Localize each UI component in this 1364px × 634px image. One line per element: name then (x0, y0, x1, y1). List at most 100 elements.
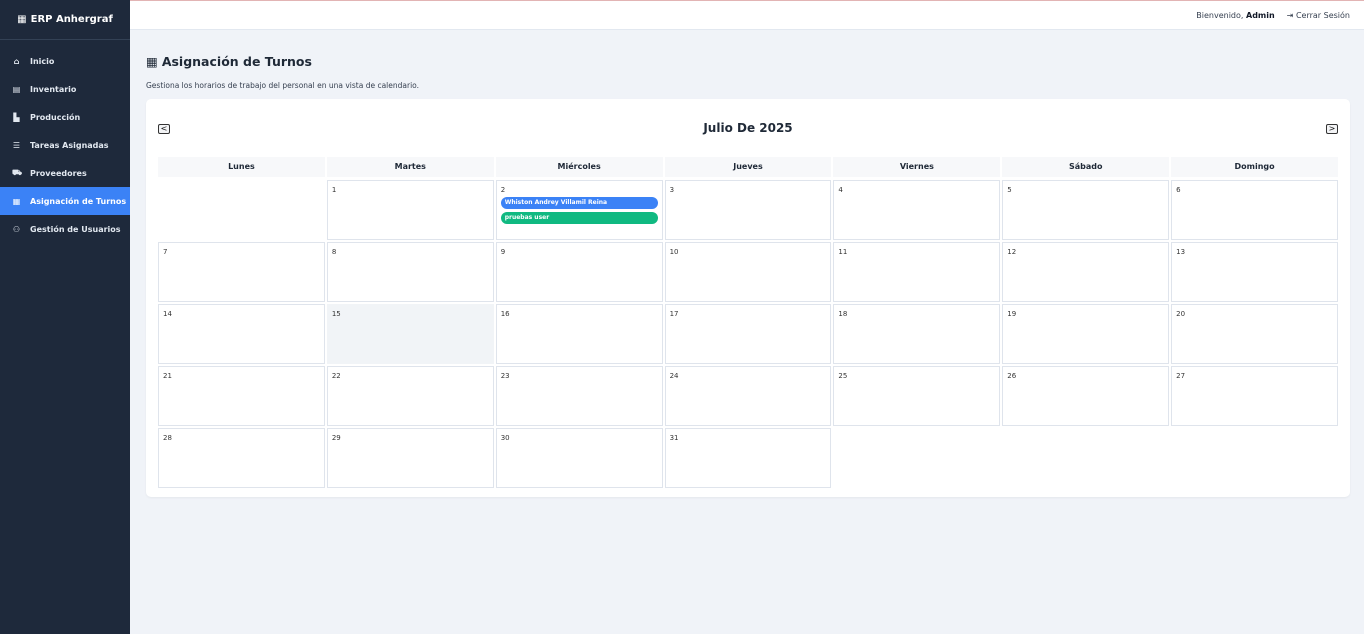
brand-name: ERP Anhergraf (30, 14, 113, 25)
day-cell[interactable]: 24 (664, 366, 832, 426)
day-cell[interactable]: 25 (833, 366, 1001, 426)
day-cell[interactable]: 10 (664, 242, 832, 302)
sidebar-item-gesti-n-de-usuarios[interactable]: ⚇ Gestión de Usuarios (0, 215, 130, 243)
box-icon: ▤ (12, 84, 21, 94)
sidebar-item-label: Inventario (30, 84, 77, 94)
day-number: 25 (838, 372, 848, 380)
sidebar-item-producci-n[interactable]: ▙ Producción (0, 103, 130, 131)
day-cell[interactable]: 13 (1171, 242, 1338, 302)
day-number: 28 (163, 434, 172, 442)
day-number: 14 (163, 310, 172, 318)
weekday-header: Jueves (664, 157, 832, 177)
sidebar-item-inventario[interactable]: ▤ Inventario (0, 75, 130, 103)
weekday-header: Sábado (1002, 157, 1170, 177)
sitemap-icon: ▦ (17, 14, 27, 25)
calendar-icon: ▦ (12, 196, 21, 206)
day-cell[interactable]: 9 (495, 242, 663, 302)
tasks-icon: ☰ (12, 140, 21, 150)
truck-icon: ⛟ (12, 168, 23, 177)
day-number: 5 (1007, 186, 1012, 194)
main-content: ▦ Asignación de Turnos Gestiona los horar… (146, 50, 1350, 497)
weekday-header: Viernes (833, 157, 1001, 177)
calendar-grid: Lunes Martes Miércoles Jueves Viernes Sábado D… (158, 157, 1338, 488)
day-number: 9 (500, 248, 506, 256)
industry-icon: ▙ (13, 112, 20, 122)
top-bar: Bienvenido, Admin ⇥ Cerrar Sesión (130, 0, 1364, 30)
calendar-icon: ▦ (146, 53, 158, 69)
empty-cell (1171, 428, 1338, 488)
day-number: 17 (669, 310, 679, 318)
page-subtitle: Gestiona los horarios de trabajo del per… (146, 81, 420, 90)
day-cell[interactable]: 28 (158, 428, 325, 488)
day-number: 4 (838, 186, 843, 194)
day-cell[interactable]: 20 (1171, 304, 1338, 364)
day-cell[interactable]: 23 (495, 366, 663, 426)
user-name: Admin (1246, 10, 1275, 20)
page-title: ▦ Asignación de Turnos (146, 53, 312, 69)
brand[interactable]: ▦ ERP Anhergraf (0, 0, 130, 40)
weekday-header: Domingo (1171, 157, 1338, 177)
sidebar-item-label: Producción (30, 112, 81, 122)
day-cell[interactable]: 21 (158, 366, 325, 426)
day-number: 26 (1007, 372, 1017, 380)
weekday-header: Lunes (158, 157, 325, 177)
day-cell[interactable]: 2 Whiston Andrey Villamil Reina pruebas us… (495, 180, 663, 240)
day-cell[interactable]: 14 (158, 304, 325, 364)
day-number: 2 (500, 186, 506, 194)
next-month-button[interactable]: > (1326, 124, 1338, 134)
day-number: 29 (331, 434, 341, 442)
day-cell[interactable]: 31 (664, 428, 832, 488)
day-cell[interactable]: 11 (833, 242, 1001, 302)
logout-icon: ⇥ (1286, 10, 1294, 20)
day-cell[interactable]: 16 (495, 304, 663, 364)
day-cell[interactable]: 12 (1002, 242, 1170, 302)
sidebar-item-proveedores[interactable]: ⛟ Proveedores (0, 159, 130, 187)
weekday-header: Miércoles (495, 157, 663, 177)
prev-month-button[interactable]: < (158, 124, 170, 134)
empty-cell (158, 180, 325, 240)
sidebar-item-inicio[interactable]: ⌂ Inicio (0, 47, 130, 75)
sidebar-item-label: Asignación de Turnos (30, 196, 127, 206)
day-number: 7 (163, 248, 168, 256)
shift-event[interactable]: Whiston Andrey Villamil Reina (500, 197, 658, 209)
sidebar-item-tareas-asignadas[interactable]: ☰ Tareas Asignadas (0, 131, 130, 159)
calendar-card: Julio De 2025 < > Lunes Martes Miércoles Ju… (146, 99, 1350, 497)
month-title: Julio De 2025 (703, 121, 793, 135)
shift-event[interactable]: pruebas user (500, 212, 658, 224)
day-cell[interactable]: 5 (1002, 180, 1170, 240)
day-number: 23 (500, 372, 510, 380)
day-cell[interactable]: 15 (326, 304, 494, 364)
day-cell[interactable]: 7 (158, 242, 325, 302)
day-number: 6 (1176, 186, 1181, 194)
day-cell[interactable]: 8 (326, 242, 494, 302)
day-cell[interactable]: 26 (1002, 366, 1170, 426)
day-cell[interactable]: 30 (495, 428, 663, 488)
day-cell[interactable]: 3 (664, 180, 832, 240)
day-cell[interactable]: 18 (833, 304, 1001, 364)
day-cell[interactable]: 1 (326, 180, 494, 240)
day-number: 13 (1176, 248, 1186, 256)
sidebar-item-asignaci-n-de-turnos[interactable]: ▦ Asignación de Turnos (0, 187, 130, 215)
day-number: 11 (838, 248, 848, 256)
weekday-header: Martes (326, 157, 494, 177)
day-number: 27 (1176, 372, 1186, 380)
day-number: 21 (163, 372, 172, 380)
day-cell[interactable]: 17 (664, 304, 832, 364)
sidebar-item-label: Gestión de Usuarios (30, 224, 121, 234)
day-number: 12 (1007, 248, 1017, 256)
sidebar-item-label: Tareas Asignadas (30, 140, 109, 150)
users-icon: ⚇ (12, 224, 21, 234)
day-number: 18 (838, 310, 848, 318)
sidebar: ▦ ERP Anhergraf ⌂ Inicio ▤ Inventario ▙ Produc… (0, 0, 130, 634)
day-cell[interactable]: 6 (1171, 180, 1338, 240)
day-number: 10 (669, 248, 679, 256)
day-cell[interactable]: 27 (1171, 366, 1338, 426)
day-number: 31 (669, 434, 679, 442)
logout-button[interactable]: ⇥ Cerrar Sesión (1286, 10, 1350, 20)
day-number: 15 (331, 310, 341, 318)
day-cell[interactable]: 19 (1002, 304, 1170, 364)
day-cell[interactable]: 22 (326, 366, 494, 426)
day-number: 30 (500, 434, 510, 442)
day-cell[interactable]: 4 (833, 180, 1001, 240)
day-cell[interactable]: 29 (326, 428, 494, 488)
